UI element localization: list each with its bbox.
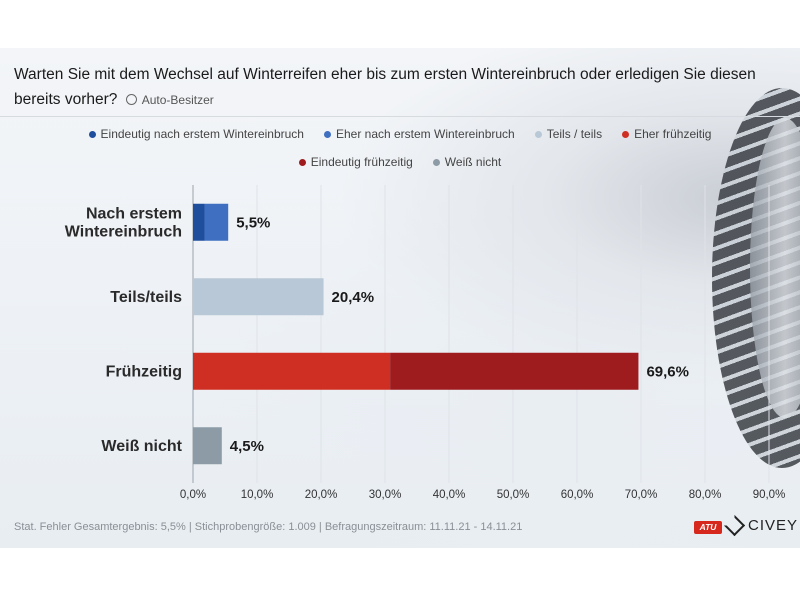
- atu-logo: ATU: [694, 521, 722, 534]
- x-tick-label: 60,0%: [561, 489, 594, 501]
- data-label: 5,5%: [236, 214, 270, 231]
- legend-label: Teils / teils: [546, 127, 603, 141]
- legend-item[interactable]: Teils / teils: [534, 127, 603, 141]
- audience-tag-icon: [125, 94, 137, 105]
- data-label: 20,4%: [332, 289, 375, 306]
- category-label: Nach erstem: [86, 205, 182, 222]
- x-tick-label: 20,0%: [305, 489, 338, 501]
- data-label: 69,6%: [646, 363, 689, 380]
- legend-dot-icon: [88, 130, 96, 138]
- audience-tag-label: Auto-Besitzer: [141, 93, 214, 107]
- bar-segment: [390, 352, 639, 390]
- x-tick-label: 30,0%: [369, 489, 402, 501]
- legend-label: Eindeutig nach erstem Wintereinbruch: [100, 127, 304, 141]
- x-tick-label: 10,0%: [241, 489, 274, 501]
- civey-logo: CIVEY: [723, 514, 799, 537]
- x-tick-label: 40,0%: [433, 489, 466, 501]
- category-label: Wintereinbruch: [65, 223, 182, 240]
- legend-dot-icon: [298, 158, 306, 166]
- legend-dot-icon: [534, 130, 542, 138]
- chart-title-text: Warten Sie mit dem Wechsel auf Winterrei…: [14, 66, 756, 108]
- x-tick-label: 90,0%: [753, 489, 786, 501]
- legend-dot-icon: [432, 158, 440, 166]
- legend-item[interactable]: Weiß nicht: [432, 155, 502, 169]
- header-divider: [0, 116, 800, 117]
- legend-label: Eher nach erstem Wintereinbruch: [335, 127, 515, 141]
- bar-segment: [204, 203, 229, 241]
- chart-title: Warten Sie mit dem Wechsel auf Winterrei…: [14, 62, 784, 113]
- civey-logo-text: CIVEY: [748, 517, 799, 534]
- data-label: 4,5%: [230, 438, 264, 455]
- x-tick-label: 50,0%: [497, 489, 530, 501]
- legend-item[interactable]: Eher nach erstem Wintereinbruch: [323, 127, 515, 141]
- x-tick-label: 0,0%: [180, 489, 206, 501]
- bar-segment: [193, 427, 222, 465]
- legend-item[interactable]: Eindeutig frühzeitig: [298, 155, 413, 169]
- x-tick-label: 80,0%: [689, 489, 722, 501]
- legend-item[interactable]: Eindeutig nach erstem Wintereinbruch: [88, 127, 304, 141]
- civey-logo-icon: [723, 514, 746, 537]
- audience-tag: Auto-Besitzer: [125, 93, 214, 107]
- category-label: Frühzeitig: [106, 363, 182, 380]
- tire-rim-image: [750, 118, 800, 418]
- chart-card: [0, 48, 800, 548]
- category-label: Weiß nicht: [101, 438, 182, 455]
- bar-segment: [193, 203, 205, 241]
- legend-dot-icon: [622, 130, 630, 138]
- x-tick-label: 70,0%: [625, 489, 658, 501]
- legend-dot-icon: [323, 130, 331, 138]
- legend-label: Weiß nicht: [444, 155, 502, 169]
- bar-segment: [193, 278, 324, 316]
- legend-label: Eher frühzeitig: [634, 127, 712, 141]
- chart-legend: Eindeutig nach erstem Wintereinbruch Eher…: [40, 127, 760, 169]
- category-label: Teils/teils: [110, 289, 182, 306]
- legend-item[interactable]: Eher frühzeitig: [622, 127, 711, 141]
- legend-label: Eindeutig frühzeitig: [310, 155, 413, 169]
- bar-segment: [193, 352, 391, 390]
- footer-note: Stat. Fehler Gesamtergebnis: 5,5% | Stic…: [14, 521, 523, 533]
